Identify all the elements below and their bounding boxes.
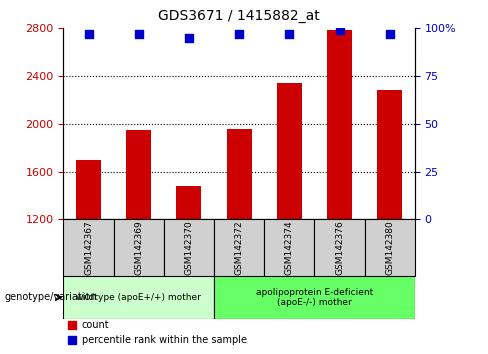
Text: GSM142369: GSM142369 xyxy=(134,221,143,275)
Bar xyxy=(126,130,151,219)
FancyBboxPatch shape xyxy=(365,219,415,276)
FancyBboxPatch shape xyxy=(63,219,114,276)
Point xyxy=(185,35,193,41)
Point xyxy=(84,31,92,37)
Title: GDS3671 / 1415882_at: GDS3671 / 1415882_at xyxy=(158,9,320,23)
Bar xyxy=(327,29,352,219)
Text: GSM142376: GSM142376 xyxy=(335,221,344,275)
Bar xyxy=(277,83,302,219)
FancyBboxPatch shape xyxy=(214,219,264,276)
Text: GSM142372: GSM142372 xyxy=(235,221,244,275)
FancyBboxPatch shape xyxy=(63,276,214,319)
Bar xyxy=(76,160,101,219)
Point xyxy=(135,31,142,37)
Point xyxy=(285,31,293,37)
Bar xyxy=(226,129,252,219)
FancyBboxPatch shape xyxy=(214,276,415,319)
Legend: count, percentile rank within the sample: count, percentile rank within the sample xyxy=(63,316,251,349)
Point xyxy=(336,27,344,33)
FancyBboxPatch shape xyxy=(114,219,164,276)
Text: GSM142380: GSM142380 xyxy=(385,221,394,275)
Text: GSM142367: GSM142367 xyxy=(84,221,93,275)
Text: GSM142370: GSM142370 xyxy=(184,221,193,275)
Bar xyxy=(377,91,402,219)
Text: GSM142374: GSM142374 xyxy=(285,221,294,275)
FancyBboxPatch shape xyxy=(314,219,365,276)
Point xyxy=(386,31,394,37)
Bar xyxy=(176,186,202,219)
Text: genotype/variation: genotype/variation xyxy=(5,292,98,302)
FancyBboxPatch shape xyxy=(264,219,314,276)
Point xyxy=(235,31,243,37)
Text: apolipoprotein E-deficient
(apoE-/-) mother: apolipoprotein E-deficient (apoE-/-) mot… xyxy=(256,288,373,307)
FancyBboxPatch shape xyxy=(164,219,214,276)
Text: wildtype (apoE+/+) mother: wildtype (apoE+/+) mother xyxy=(76,293,201,302)
